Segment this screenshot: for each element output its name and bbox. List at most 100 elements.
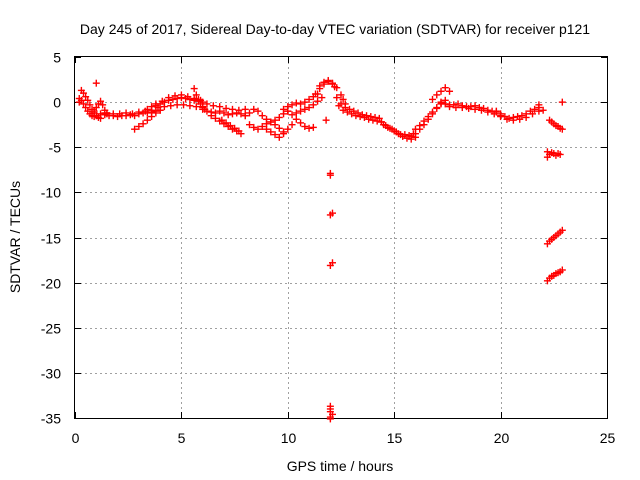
data-point xyxy=(337,91,345,99)
data-point xyxy=(328,79,336,87)
data-point xyxy=(218,116,226,124)
data-point xyxy=(148,106,156,114)
data-point xyxy=(339,106,347,114)
data-point xyxy=(458,104,466,112)
series-outlier-1 xyxy=(92,79,100,87)
data-point xyxy=(509,116,517,124)
data-point xyxy=(235,106,243,114)
data-point xyxy=(82,104,90,112)
data-point xyxy=(267,118,275,126)
data-point xyxy=(433,91,441,99)
data-point xyxy=(135,108,143,116)
data-point xyxy=(235,127,243,135)
data-point xyxy=(250,105,258,113)
data-point xyxy=(326,171,334,179)
data-point xyxy=(339,95,347,103)
data-point xyxy=(424,113,432,121)
data-point xyxy=(301,105,309,113)
data-point xyxy=(177,91,185,99)
data-point xyxy=(258,122,266,130)
data-point xyxy=(322,116,330,124)
data-point xyxy=(99,101,107,109)
data-point xyxy=(318,94,326,102)
y-tick-label: -15 xyxy=(41,231,61,247)
data-point xyxy=(297,119,305,127)
data-point xyxy=(309,123,317,131)
data-point xyxy=(305,104,313,112)
series-desc-7 xyxy=(207,112,245,138)
data-point xyxy=(529,110,537,118)
data-point xyxy=(169,95,177,103)
data-point xyxy=(284,103,292,111)
data-point xyxy=(311,90,319,98)
data-point xyxy=(165,94,173,102)
data-point xyxy=(84,96,92,104)
data-point xyxy=(158,97,166,105)
data-point xyxy=(309,101,317,109)
data-point xyxy=(341,100,349,108)
data-point xyxy=(477,106,485,114)
y-tick-label: -10 xyxy=(41,185,61,201)
data-point xyxy=(103,109,111,117)
data-point xyxy=(92,104,100,112)
data-point xyxy=(320,78,328,86)
data-point xyxy=(558,98,566,106)
data-point xyxy=(80,100,88,108)
data-point xyxy=(535,107,543,115)
data-point xyxy=(497,113,505,121)
data-point xyxy=(292,109,300,117)
series-peak-12b xyxy=(316,76,339,91)
data-point xyxy=(203,107,211,115)
data-point xyxy=(254,107,262,115)
data-point xyxy=(531,105,539,113)
data-point xyxy=(167,102,175,110)
data-point xyxy=(388,125,396,133)
data-point xyxy=(558,266,566,274)
data-point xyxy=(558,125,566,133)
data-point xyxy=(326,211,334,219)
data-point xyxy=(411,125,419,133)
data-point xyxy=(154,104,162,112)
data-point xyxy=(429,95,437,103)
data-point xyxy=(241,105,249,113)
series-late-23-b xyxy=(546,116,566,133)
data-point xyxy=(452,104,460,112)
data-point xyxy=(226,122,234,130)
data-points xyxy=(75,76,566,423)
x-tick-label: 10 xyxy=(281,430,297,446)
data-point xyxy=(292,115,300,123)
data-point xyxy=(280,130,288,138)
data-point xyxy=(131,125,139,133)
data-point xyxy=(190,95,198,103)
data-point xyxy=(203,100,211,108)
data-point xyxy=(271,121,279,129)
data-point xyxy=(245,109,253,117)
data-point xyxy=(288,101,296,109)
data-point xyxy=(516,115,524,123)
x-axis-label: GPS time / hours xyxy=(287,458,394,474)
data-point xyxy=(160,103,168,111)
data-point xyxy=(356,113,364,121)
data-point xyxy=(420,117,428,125)
data-point xyxy=(454,100,462,108)
x-tick-label: 15 xyxy=(387,430,403,446)
data-point xyxy=(222,104,230,112)
data-point xyxy=(92,79,100,87)
data-point xyxy=(186,102,194,110)
data-point xyxy=(192,103,200,111)
data-point xyxy=(207,112,215,120)
series-point-22 xyxy=(535,101,543,109)
data-point xyxy=(224,111,232,119)
data-point xyxy=(326,261,334,269)
data-point xyxy=(275,113,283,121)
data-point xyxy=(369,116,377,124)
data-point xyxy=(143,116,151,124)
x-tick-label: 25 xyxy=(600,430,616,446)
plot-frame xyxy=(74,56,608,419)
series-post-12c xyxy=(337,91,349,108)
data-point xyxy=(280,105,288,113)
data-point xyxy=(284,125,292,133)
data-point xyxy=(522,113,530,121)
data-point xyxy=(503,115,511,123)
